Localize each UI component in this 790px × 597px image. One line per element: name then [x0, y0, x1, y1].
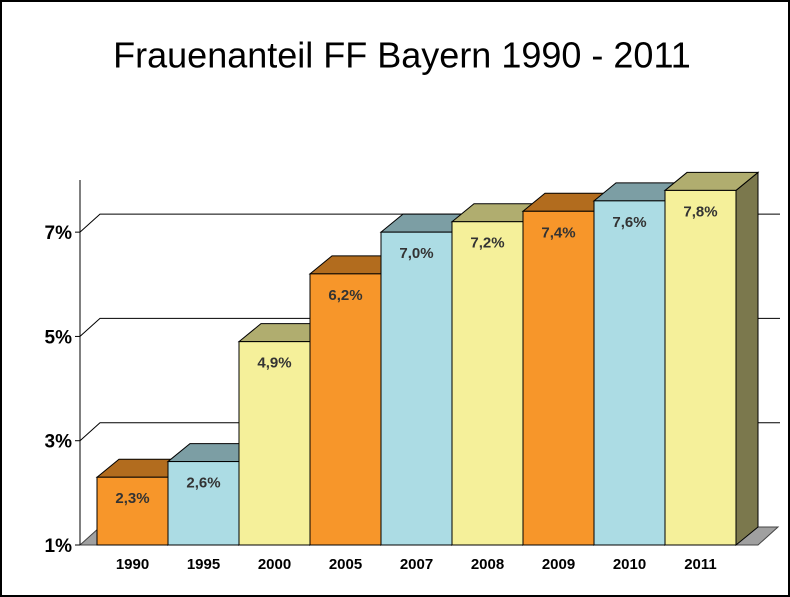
bar	[380, 231, 453, 546]
value-label: 2,3%	[115, 490, 149, 507]
x-tick-label: 2011	[684, 556, 717, 573]
x-tick-label: 2008	[471, 556, 504, 573]
x-tick-label: 1995	[187, 556, 220, 573]
bar	[96, 476, 169, 546]
x-tick-label: 2007	[400, 556, 433, 573]
x-tick-label: 2009	[542, 556, 575, 573]
bar	[664, 189, 737, 546]
y-tick-label: 7%	[45, 223, 73, 244]
bar	[522, 210, 595, 546]
x-tick-label: 2000	[258, 556, 291, 573]
value-label: 2,6%	[186, 475, 220, 492]
chart-title: Frauenanteil FF Bayern 1990 - 2011	[113, 35, 691, 76]
bar	[238, 341, 311, 546]
bar	[309, 273, 382, 546]
bar	[451, 221, 524, 546]
y-tick-label: 5%	[45, 327, 73, 348]
bar-side	[735, 171, 759, 547]
bar	[167, 461, 240, 546]
value-label: 7,6%	[612, 214, 646, 231]
y-tick-label: 3%	[45, 432, 73, 453]
value-label: 6,2%	[328, 287, 362, 304]
value-label: 7,8%	[683, 203, 717, 220]
value-label: 7,0%	[399, 245, 433, 262]
x-tick-label: 2010	[613, 556, 646, 573]
bar	[593, 200, 666, 546]
value-label: 7,2%	[470, 235, 504, 252]
x-tick-label: 2005	[329, 556, 362, 573]
x-tick-label: 1990	[116, 556, 149, 573]
y-tick-label: 1%	[45, 536, 73, 557]
value-label: 7,4%	[541, 224, 575, 241]
value-label: 4,9%	[257, 355, 291, 372]
